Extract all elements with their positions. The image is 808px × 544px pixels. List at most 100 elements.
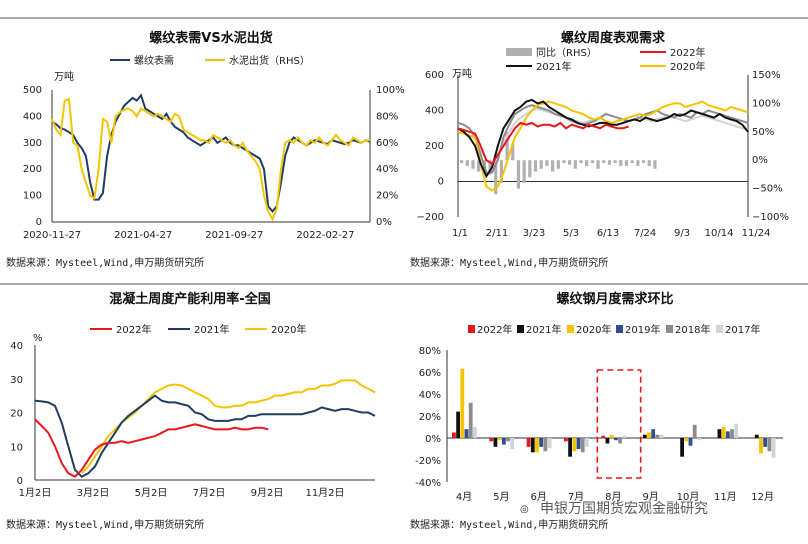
chart-2-x-tick: 10/14 xyxy=(705,228,734,239)
chart-4-bar xyxy=(680,438,684,457)
chart-3-x-tick: 9月2日 xyxy=(251,487,284,499)
chart-2-yoy-bar xyxy=(550,160,555,172)
chart-4-bar xyxy=(489,438,494,442)
chart-4-x-tick: 7月 xyxy=(568,491,584,503)
chart-2-yoy-bar xyxy=(619,160,623,166)
chart-2-yoy-bar xyxy=(465,160,469,166)
chart-2-x-tick: 2/11 xyxy=(486,228,508,239)
chart-1-legend-label: 水泥出货（RHS） xyxy=(229,54,310,67)
chart-2-yoy-bar xyxy=(516,160,521,189)
chart-4-bar xyxy=(692,424,697,438)
chart-4-bar xyxy=(497,438,502,441)
chart-1-y2-tick: 0% xyxy=(376,217,392,228)
chart-2: 螺纹周度表观需求 −200 0 200 400 600 −100% −50% 0% 50% 100%… xyxy=(410,30,789,269)
chart-4-bar xyxy=(493,438,498,447)
chart-1-x-tick: 2021-04-27 xyxy=(114,230,172,241)
chart-4-y-tick: -40% xyxy=(415,478,441,489)
chart-1-y-tick: 400 xyxy=(23,111,42,122)
chart-4-bar xyxy=(647,432,651,438)
chart-4-bar xyxy=(456,411,460,438)
chart-2-x-tick: 5/3 xyxy=(563,228,579,239)
chart-2-legend-swatch xyxy=(506,48,532,56)
chart-2-yoy-bar xyxy=(653,160,657,169)
chart-4-bar xyxy=(651,429,656,438)
chart-2-yoy-bar xyxy=(539,160,543,169)
chart-4-x-tick: 10月 xyxy=(677,491,700,503)
chart-2-yoy-bar xyxy=(590,160,594,164)
chart-4-bar xyxy=(717,429,722,438)
chart-4-bar xyxy=(460,368,465,438)
chart-2-title: 螺纹周度表观需求 xyxy=(561,30,666,46)
chart-2-yoy-bar xyxy=(533,160,538,172)
chart-4-bar xyxy=(697,438,701,441)
chart-3-x-tick: 11月2日 xyxy=(305,487,344,499)
wechat-icon: ◎ xyxy=(520,504,529,515)
chart-4-bar xyxy=(767,438,772,452)
chart-4-bar xyxy=(763,438,768,447)
chart-4-legend-swatch xyxy=(716,325,723,333)
chart-4-highlight-box xyxy=(596,369,642,479)
chart-1-series-2 xyxy=(51,97,370,222)
chart-4-title: 螺纹钢月度需求环比 xyxy=(556,291,673,307)
chart-2-x-tick: 11/24 xyxy=(742,228,771,239)
chart-4-bar xyxy=(659,434,664,438)
chart-4-bar xyxy=(730,429,734,438)
chart-2-line-3 xyxy=(457,100,749,192)
chart-4-bar xyxy=(543,438,548,452)
chart-3-y-tick: 0 xyxy=(17,476,23,487)
chart-2-yoy-bar xyxy=(596,160,600,169)
chart-4-bar xyxy=(576,438,581,449)
chart-4-bar xyxy=(572,438,577,452)
chart-2-yoy-bar xyxy=(607,160,612,165)
chart-2-yoy-bar xyxy=(477,160,481,172)
chart-3-source: 数据来源：Mysteel,Wind,申万期货研究所 xyxy=(6,518,204,531)
chart-4-bar xyxy=(510,438,515,449)
chart-4-bar xyxy=(759,438,763,454)
chart-2-x-tick: 9/3 xyxy=(674,228,690,239)
chart-4-bar xyxy=(568,438,572,457)
chart-4-bar xyxy=(688,438,693,446)
chart-4-legend-label: 2019年 xyxy=(625,323,660,336)
chart-3-series-0 xyxy=(34,418,269,478)
chart-4-bar xyxy=(771,438,776,458)
chart-1-x-tick: 2021-09-27 xyxy=(205,230,263,241)
chart-2-yoy-bar xyxy=(460,160,464,164)
chart-4-source: 数据来源：Mysteel,Wind,申万期货研究所 xyxy=(410,518,608,531)
chart-2-yoy-bar xyxy=(556,160,560,169)
chart-4-bar xyxy=(613,438,618,441)
chart-4-bar xyxy=(609,434,614,438)
chart-4-legend-label: 2017年 xyxy=(725,323,760,336)
chart-4-y-tick: 40% xyxy=(419,390,441,401)
chart-2-yoy-bar xyxy=(488,160,492,175)
chart-4-x-tick: 5月 xyxy=(493,491,509,503)
chart-4-legend-label: 2021年 xyxy=(526,323,561,336)
chart-2-y2-tick: −50% xyxy=(752,184,783,195)
chart-2-y-tick: 400 xyxy=(425,106,444,117)
chart-4-bar xyxy=(580,438,585,453)
chart-4-legend-swatch xyxy=(468,325,475,333)
chart-1-y-tick: 500 xyxy=(23,85,42,96)
chart-1-y2-tick: 20% xyxy=(376,191,398,202)
chart-1-y-tick: 300 xyxy=(23,138,42,149)
chart-2-yoy-bar xyxy=(562,160,566,164)
chart-4-bar xyxy=(642,434,647,438)
chart-4-legend-label: 2020年 xyxy=(576,323,611,336)
chart-4-bar xyxy=(601,435,606,438)
chart-1-ylabel: 万吨 xyxy=(54,70,74,83)
chart-2-line-2 xyxy=(457,98,749,179)
chart-2-yoy-bar xyxy=(641,160,646,164)
chart-4-legend-swatch xyxy=(666,325,673,333)
chart-4-legend-label: 2018年 xyxy=(675,323,710,336)
chart-4-bar xyxy=(547,438,552,448)
chart-3-series-2 xyxy=(80,379,376,474)
chart-4-y-tick: -20% xyxy=(415,456,441,467)
chart-4-bar xyxy=(473,427,477,438)
chart-4-y-tick: 60% xyxy=(419,368,441,379)
chart-2-yoy-bar xyxy=(636,160,640,166)
chart-4-bar xyxy=(501,438,506,445)
chart-2-yoy-bar xyxy=(505,131,509,161)
chart-1-y-tick: 100 xyxy=(23,191,42,202)
chart-2-legend-label: 同比（RHS） xyxy=(536,47,597,59)
chart-2-yoy-bar xyxy=(602,160,606,164)
